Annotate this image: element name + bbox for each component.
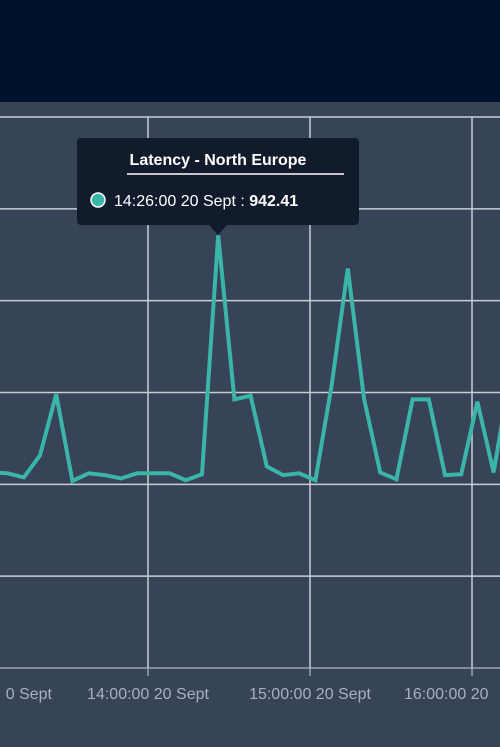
x-tick-label: 16:00:00 20 — [404, 686, 489, 703]
x-tick-label: 14:00:00 20 Sept — [87, 686, 209, 703]
header-bar — [0, 0, 500, 102]
tooltip-title: Latency - North Europe — [130, 152, 307, 169]
tooltip-marker — [90, 192, 106, 208]
x-tick-label: 15:00:00 20 Sept — [249, 686, 371, 703]
tooltip-label: 14:26:00 20 Sept : — [114, 193, 245, 210]
tooltip-arrow — [209, 225, 227, 235]
series-line — [0, 235, 500, 485]
series-layer — [0, 235, 500, 485]
tooltip-value: 942.41 — [249, 193, 298, 210]
tooltip-box — [77, 138, 359, 225]
tooltip: Latency - North Europe 14:26:00 20 Sept … — [77, 138, 359, 235]
tooltip-text: 14:26:00 20 Sept : 942.41 — [114, 193, 298, 210]
x-axis: 0 Sept 14:00:00 20 Sept 15:00:00 20 Sept 16… — [6, 668, 489, 703]
x-tick-label: 0 Sept — [6, 686, 53, 703]
